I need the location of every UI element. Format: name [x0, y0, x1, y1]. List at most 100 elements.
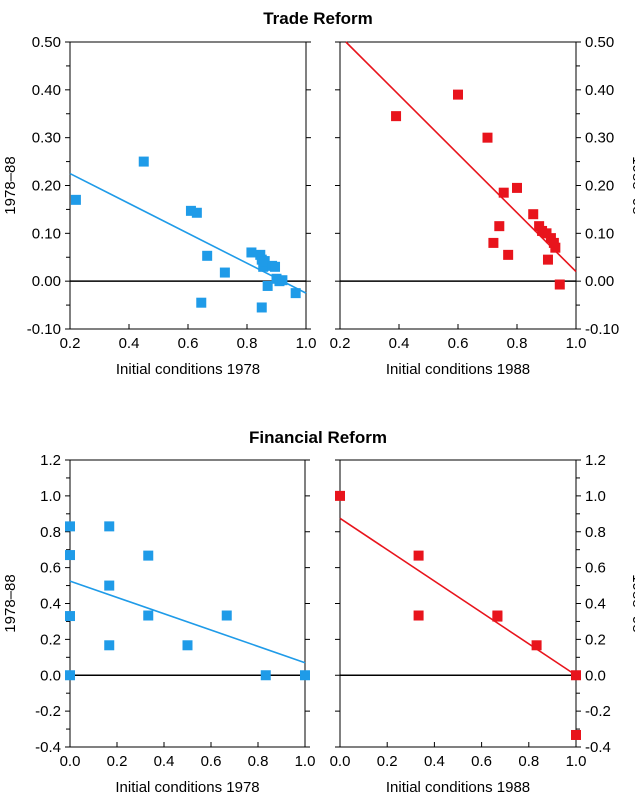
x-tick-label: 0.0	[60, 753, 81, 770]
data-point	[219, 267, 230, 278]
data-point	[550, 242, 561, 253]
x-tick-label: 0.4	[389, 335, 410, 352]
y-tick-label: -0.4	[585, 739, 611, 756]
data-point	[512, 182, 522, 193]
y-tick-label: 1.2	[585, 452, 606, 469]
financial-reform-title: Financial Reform	[249, 428, 387, 447]
data-point	[571, 670, 581, 681]
y-tick-label: 0.2	[40, 631, 61, 648]
data-point	[571, 729, 581, 740]
data-point	[453, 89, 463, 100]
y-axis-label: 1978–88	[2, 574, 19, 632]
x-tick-label: 0.2	[377, 753, 398, 770]
y-tick-label: 1.0	[585, 488, 606, 505]
y-tick-label: 0.20	[32, 178, 61, 195]
y-tick-label: 0.10	[585, 225, 614, 242]
y-tick-label: 0.0	[40, 667, 61, 684]
plot-frame	[69, 459, 306, 748]
data-point	[65, 611, 75, 622]
data-point	[498, 187, 509, 198]
data-point	[260, 670, 271, 681]
x-tick-label: 0.8	[248, 753, 269, 770]
x-tick-label: 0.6	[471, 753, 492, 770]
y-tick-label: 0.00	[32, 273, 61, 290]
y-tick-label: 0.8	[40, 524, 61, 541]
y-axis-label: 1978–88	[2, 156, 19, 214]
data-point	[196, 297, 207, 308]
data-point	[104, 580, 115, 591]
x-tick-label: 0.2	[330, 335, 351, 352]
data-point	[554, 279, 565, 290]
y-tick-label: 0.4	[585, 596, 606, 613]
y-tick-label: 0.40	[32, 82, 61, 99]
financial-reform-1988-panel: -0.4 -0.2 0.0 0.2 0.4 0.6 0.8 1.0 1.2 0.0 0.2 0.4 0.…	[330, 452, 635, 796]
trend-line	[339, 517, 577, 676]
y-tick-label: 0.0	[585, 667, 606, 684]
x-tick-label: 0.8	[507, 335, 528, 352]
y-tick-label: -0.2	[585, 703, 611, 720]
data-point	[143, 610, 154, 621]
data-point	[70, 194, 81, 205]
data-point	[270, 261, 281, 272]
data-point	[65, 670, 75, 681]
x-tick-label: 1.0	[296, 335, 317, 352]
x-tick-label: 1.0	[566, 753, 587, 770]
data-point	[503, 249, 514, 260]
y-tick-label: 0.30	[32, 130, 61, 147]
y-tick-label: 0.8	[585, 524, 606, 541]
x-axis-label: Initial conditions 1988	[386, 779, 530, 796]
y-tick-label: -0.4	[35, 739, 61, 756]
x-tick-label: 0.8	[237, 335, 258, 352]
y-axis-label: 1988–98	[629, 156, 635, 214]
x-tick-label: 0.4	[119, 335, 140, 352]
trend-line	[69, 580, 306, 664]
x-tick-label: 1.0	[295, 753, 316, 770]
y-tick-label: 0.4	[40, 596, 61, 613]
data-point	[290, 288, 301, 299]
y-tick-label: 0.20	[585, 178, 614, 195]
y-tick-label: 0.50	[585, 34, 614, 51]
y-tick-label: 0.00	[585, 273, 614, 290]
data-point	[542, 254, 553, 265]
data-point	[104, 640, 115, 651]
x-tick-label: 0.6	[448, 335, 469, 352]
x-axis-label: Initial conditions 1978	[116, 361, 260, 378]
data-point	[413, 550, 424, 561]
plot-frame	[339, 459, 577, 748]
y-tick-label: 0.2	[585, 631, 606, 648]
x-tick-label: 0.0	[330, 753, 351, 770]
y-tick-label: 0.40	[585, 82, 614, 99]
y-tick-label: 0.10	[32, 225, 61, 242]
financial-reform-1978-panel: -0.4 -0.2 0.0 0.2 0.4 0.6 0.8 1.0 1.2 0.0 0.2 0.4 0.…	[2, 452, 315, 796]
data-point	[262, 280, 273, 291]
trend-line	[69, 172, 307, 294]
data-point	[258, 261, 269, 272]
trend-line	[345, 41, 577, 273]
data-point	[65, 550, 75, 561]
plot-frame	[339, 41, 577, 330]
y-tick-label: -0.10	[27, 321, 61, 338]
data-point	[488, 237, 499, 248]
x-axis-label: Initial conditions 1978	[115, 779, 259, 796]
y-tick-label: 0.6	[585, 560, 606, 577]
data-point	[531, 640, 542, 651]
trade-reform-1988-panel: -0.10 0.00 0.10 0.20 0.30 0.40 0.50 0.2 0.4 0.6 0.…	[330, 34, 635, 378]
y-tick-label: -0.2	[35, 703, 61, 720]
data-point	[482, 132, 493, 143]
x-tick-label: 0.2	[107, 753, 128, 770]
data-point	[182, 640, 193, 651]
trade-reform-title: Trade Reform	[263, 9, 373, 28]
data-point	[492, 611, 503, 622]
data-point	[202, 250, 213, 261]
data-point	[104, 521, 115, 532]
y-tick-label: 0.50	[32, 34, 61, 51]
y-tick-label: 1.0	[40, 488, 61, 505]
y-tick-label: -0.10	[585, 321, 619, 338]
x-tick-label: 0.4	[424, 753, 445, 770]
x-tick-label: 0.6	[178, 335, 199, 352]
data-point	[391, 111, 402, 122]
data-point	[191, 207, 202, 218]
data-point	[65, 521, 75, 532]
data-point	[413, 610, 424, 621]
